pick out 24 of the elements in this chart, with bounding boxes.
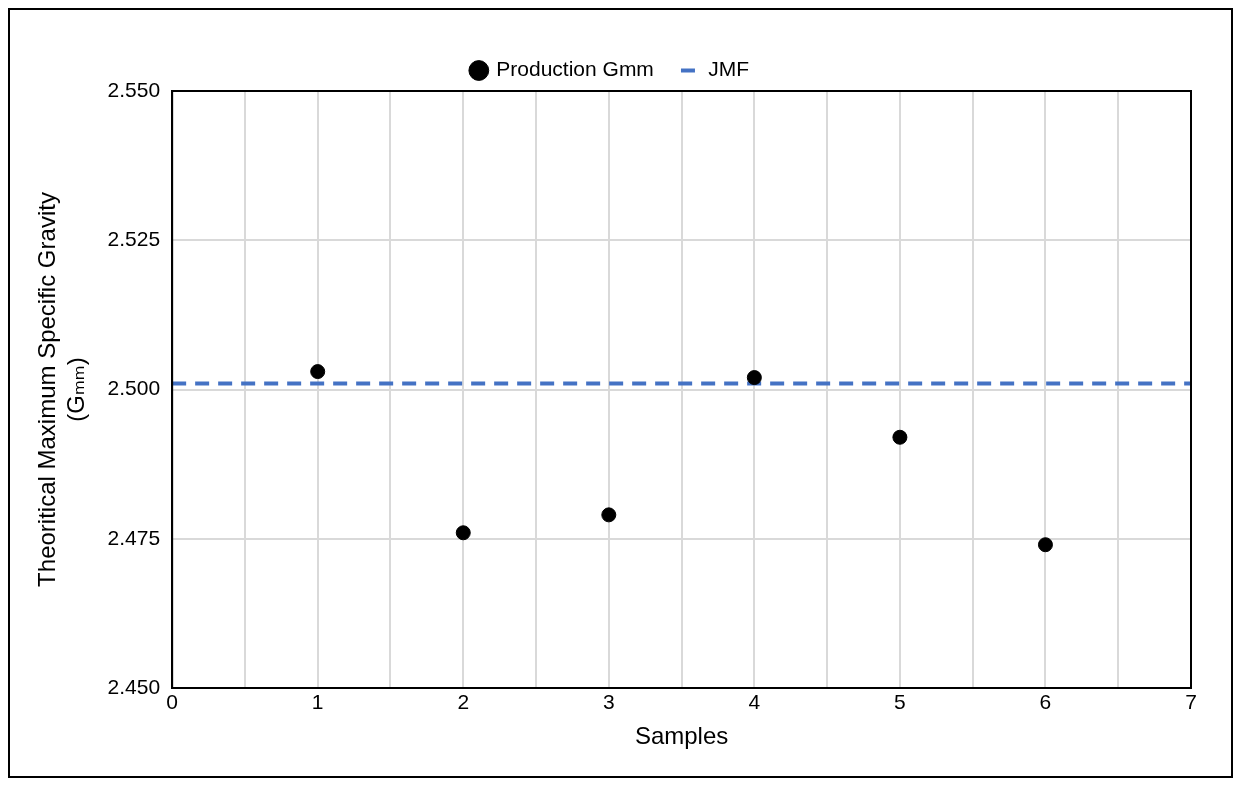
x-tick-label: 1 (311, 690, 324, 714)
text: Theoritical Maximum Specific Gravity (33, 192, 61, 587)
x-tick-label: 7 (1185, 690, 1197, 714)
text: (Gₘₘ) (61, 357, 89, 422)
y-tick-label: 2.475 (107, 525, 161, 549)
point (601, 507, 617, 523)
x-tick-label: 5 (894, 690, 906, 714)
point (892, 429, 908, 445)
point (746, 370, 762, 386)
x-tick-label: 3 (602, 690, 615, 714)
x-tick-label: 6 (1039, 690, 1052, 714)
y-tick-label: 2.550 (107, 77, 161, 101)
y-tick-label: 2.525 (107, 227, 161, 251)
y-tick-label: 2.500 (107, 376, 161, 400)
x-axis-title: Samples (634, 722, 729, 750)
point (310, 364, 326, 380)
x-tick-label: 0 (166, 690, 178, 714)
x-tick-label: 4 (748, 690, 761, 714)
y-tick-label: 2.450 (107, 674, 161, 698)
legend-label: Production Gmm (496, 57, 654, 81)
legend-label: JMF (708, 57, 750, 81)
point (455, 525, 471, 541)
point (1037, 537, 1053, 553)
x-tick-label: 2 (457, 690, 470, 714)
